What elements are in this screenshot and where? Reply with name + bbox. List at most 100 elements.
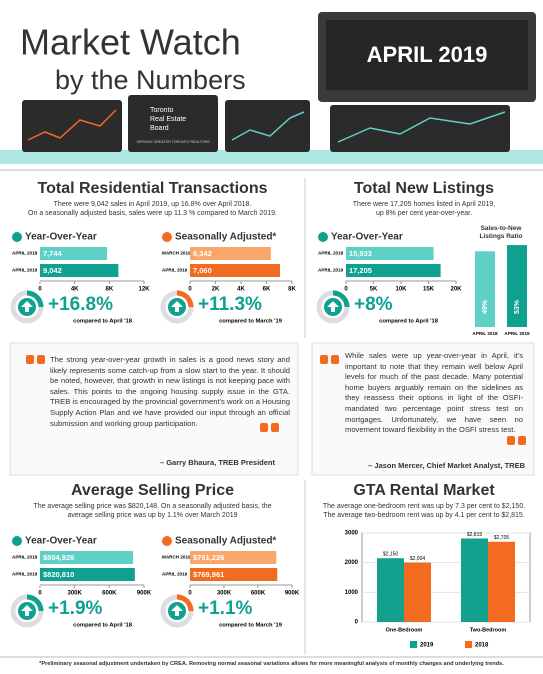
value-label: 17,205 — [349, 266, 372, 275]
arrow-icon — [327, 301, 339, 312]
heading-icon — [162, 232, 172, 242]
title: by the Numbers — [55, 65, 246, 95]
arrow-icon — [21, 605, 33, 616]
text: The average two-bedroom rent was up by 4… — [323, 512, 525, 519]
section-title: GTA Rental Market — [353, 482, 495, 499]
bar — [40, 551, 134, 564]
chart-heading: Year-Over-Year — [331, 232, 403, 243]
text: up 8% per cent year-over-year. — [375, 210, 473, 217]
value-label: 15,933 — [349, 249, 372, 258]
logo-text: Real Estate — [150, 116, 186, 123]
heading-icon — [162, 536, 172, 546]
x-tick-label: 20K — [450, 287, 462, 293]
x-tick-label: 0 — [188, 591, 192, 597]
category-label: APRIL 2018 — [318, 251, 344, 256]
text: The average selling price was $820,148. … — [33, 503, 272, 519]
x-tick-label: 0 — [38, 287, 42, 293]
change: +11.3% — [198, 294, 262, 315]
category-label: MARCH 2019 — [162, 251, 191, 256]
category-label: APRIL 2018 — [472, 331, 498, 336]
text: There were 17,205 homes listed in April … — [352, 201, 496, 208]
x-tick-label: 0 — [188, 287, 192, 293]
bar — [40, 568, 135, 581]
category-label: APRIL 2019 — [12, 572, 38, 577]
gauge-arc — [176, 594, 194, 612]
value-label: $769,961 — [193, 570, 224, 579]
value-label: $761,226 — [193, 553, 224, 562]
category-label: APRIL 2018 — [12, 555, 38, 560]
category-label: APRIL 2018 — [12, 251, 38, 256]
bar — [346, 264, 441, 277]
monitor — [330, 105, 510, 152]
value-label: 7,744 — [43, 249, 63, 258]
gauge-arc — [332, 290, 350, 308]
deco-line — [27, 109, 117, 141]
x-tick-label: 0 — [344, 287, 348, 293]
chart-heading: Year-Over-Year — [25, 536, 97, 547]
x-tick-label: 900K — [285, 591, 300, 597]
x-tick-label: 0 — [38, 591, 42, 597]
section-title: Average Selling Price — [70, 482, 235, 499]
text: The average one-bedroom rent was up by 7… — [322, 503, 526, 510]
bar — [507, 245, 527, 327]
quote-mark — [26, 355, 279, 432]
x-tick-label: One-Bedroom — [386, 627, 423, 633]
x-tick-label: 600K — [102, 591, 117, 597]
x-tick-label: 15K — [423, 287, 435, 293]
heading-icon — [318, 232, 328, 242]
quote-mark — [320, 355, 526, 445]
x-tick-label: 2K — [212, 287, 220, 293]
x-tick-label: 4K — [71, 287, 79, 293]
change-note: compared to April '18 — [73, 623, 133, 629]
x-tick-label: 4K — [237, 287, 245, 293]
section-title: Total New Listings — [353, 180, 495, 197]
quote-author: – Garry Bhaura, TREB President — [159, 458, 275, 467]
bar — [475, 251, 495, 327]
category-label: APRIL 2019 — [318, 268, 344, 273]
x-tick-label: 6K — [263, 287, 271, 293]
bar — [40, 247, 108, 260]
x-tick-label: 300K — [217, 591, 232, 597]
x-tick-label: 300K — [67, 591, 82, 597]
category-label: APRIL 2019 — [504, 331, 530, 336]
quote-box — [311, 342, 535, 476]
x-tick-label: 8K — [288, 287, 296, 293]
y-tick-label: 2000 — [345, 560, 359, 566]
value-label: 53% — [514, 299, 521, 314]
logo-tagline: SERVING GREATER TORONTO REALTORS — [136, 140, 210, 144]
heading-icon — [12, 536, 22, 546]
bar — [346, 247, 434, 260]
value-label: 9,042 — [43, 266, 62, 275]
change-note: compared to April '18 — [73, 319, 133, 325]
chart-heading: Seasonally Adjusted* — [175, 536, 276, 547]
y-tick-label: 3000 — [345, 531, 359, 537]
quote: While sales were up year-over-year in Ap… — [345, 351, 523, 435]
value-label: $2,815 — [467, 532, 483, 538]
bar — [190, 551, 277, 564]
legend-label: 2018 — [475, 643, 489, 649]
legend-swatch — [465, 641, 472, 648]
value-label: $2,004 — [410, 556, 426, 562]
x-tick-label: 8K — [105, 287, 113, 293]
heading-icon — [12, 232, 22, 242]
value-label: $2,150 — [383, 552, 399, 558]
bar — [40, 264, 119, 277]
x-tick-label: 10K — [395, 287, 407, 293]
gauge-arc — [26, 290, 44, 308]
category-label: APRIL 2019 — [162, 572, 188, 577]
quote-author: – Jason Mercer, Chief Market Analyst, TR… — [368, 461, 525, 470]
arrow-icon — [21, 301, 33, 312]
title: Market Watch — [20, 22, 241, 63]
change-note: compared to March '19 — [219, 319, 283, 325]
legend-label: 2019 — [420, 643, 434, 649]
category-label: APRIL 2019 — [162, 268, 188, 273]
bar — [488, 541, 515, 622]
value-label: $820,810 — [43, 570, 74, 579]
x-tick-label: Two-Bedroom — [470, 627, 507, 633]
logo-text: Toronto — [150, 107, 173, 114]
text: There were 9,042 sales in April 2019, up… — [53, 201, 252, 208]
bar — [377, 558, 404, 622]
monitor — [22, 100, 122, 152]
value-label: 7,060 — [193, 266, 212, 275]
